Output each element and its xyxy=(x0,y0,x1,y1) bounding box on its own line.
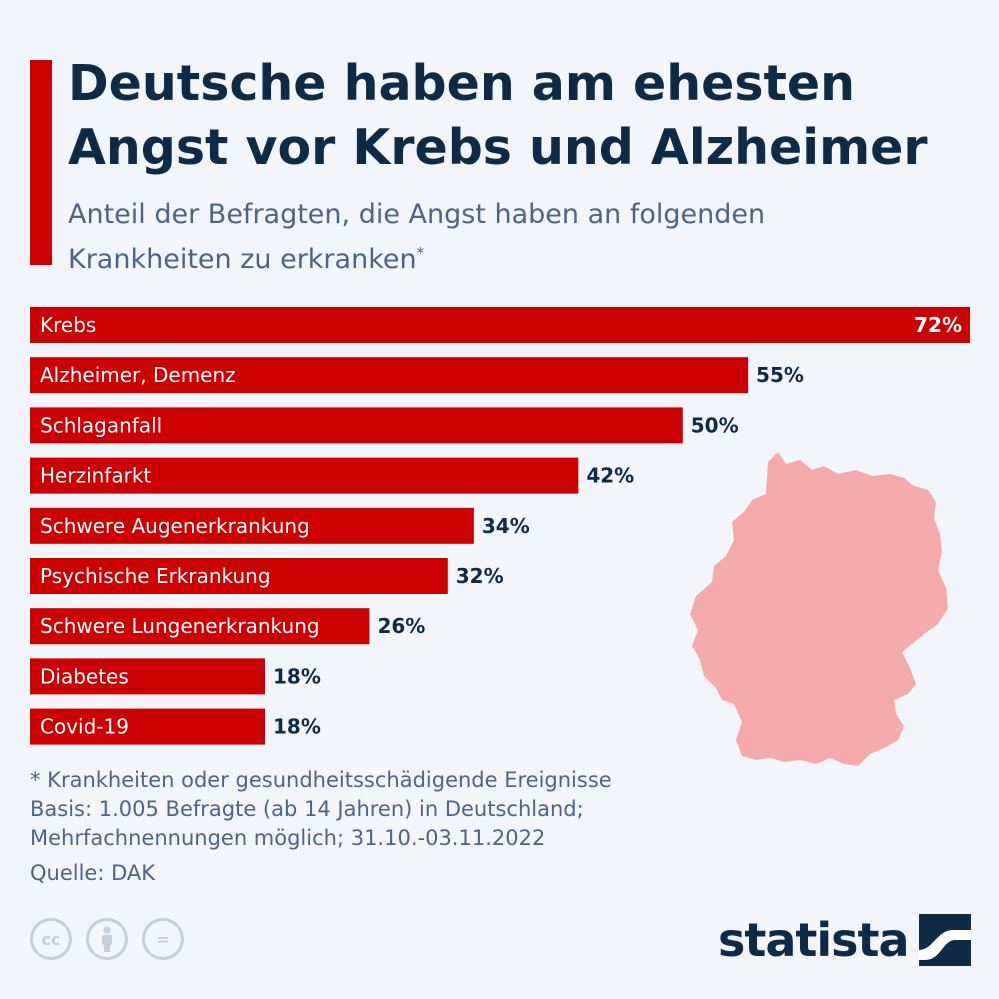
subtitle-text: Anteil der Befragten, die Angst haben an… xyxy=(68,199,766,275)
bar-2 xyxy=(30,407,683,444)
bar-3 xyxy=(30,457,579,494)
bar-6 xyxy=(30,608,370,645)
logo-text: statista xyxy=(718,913,910,967)
bar-value-label: 34% xyxy=(482,514,530,538)
subtitle-footnote-marker: * xyxy=(416,244,425,262)
title-accent-bar xyxy=(30,60,52,265)
equals-icon[interactable]: = xyxy=(142,918,184,960)
bar-value-label: 42% xyxy=(586,464,634,488)
bar-value-label: 72% xyxy=(914,313,962,337)
germany-map-icon xyxy=(690,452,948,766)
bar-4 xyxy=(30,507,474,544)
footnotes: * Krankheiten oder gesundheitsschädigend… xyxy=(30,766,730,888)
bar-value-label: 32% xyxy=(456,564,504,588)
bar-category-label: Schwere Lungenerkrankung xyxy=(40,614,320,638)
bar-category-label: Schlaganfall xyxy=(40,413,162,437)
bar-5 xyxy=(30,558,448,594)
license-icons: cc = xyxy=(30,918,184,960)
bar-0 xyxy=(30,307,970,343)
bars-group: Krebs 72% Alzheimer, Demenz 55% Schlaganfall… xyxy=(30,307,970,745)
bar-category-label: Krebs xyxy=(40,313,96,337)
bar-category-label: Alzheimer, Demenz xyxy=(40,363,236,387)
footnote-basis-line1: Basis: 1.005 Befragte (ab 14 Jahren) in … xyxy=(30,797,584,821)
footnote-basis-line2: Mehrfachnennungen möglich; 31.10.-03.11.… xyxy=(30,826,546,850)
bar-value-label: 18% xyxy=(273,664,321,688)
bar-category-label: Schwere Augenerkrankung xyxy=(40,514,310,538)
footnote-asterisk: * Krankheiten oder gesundheitsschädigend… xyxy=(30,768,612,792)
source-note: Quelle: DAK xyxy=(30,861,156,885)
bar-1 xyxy=(30,357,749,394)
chart-subtitle: Anteil der Befragten, die Angst haben an… xyxy=(68,196,768,279)
person-icon[interactable] xyxy=(86,918,128,960)
statista-logo[interactable]: statista xyxy=(718,912,971,968)
statista-logo-mark-icon xyxy=(918,914,971,966)
bar-category-label: Psychische Erkrankung xyxy=(40,564,271,588)
bar-value-label: 18% xyxy=(273,715,321,739)
bar-category-label: Covid-19 xyxy=(40,715,129,739)
bar-8 xyxy=(30,708,265,745)
bar-category-label: Herzinfarkt xyxy=(40,464,151,488)
cc-icon[interactable]: cc xyxy=(30,918,72,960)
chart-title: Deutsche haben am ehesten Angst vor Kreb… xyxy=(68,55,928,176)
bar-value-label: 26% xyxy=(377,614,425,638)
bar-value-label: 50% xyxy=(691,413,739,437)
bar-category-label: Diabetes xyxy=(40,664,129,688)
bar-value-label: 55% xyxy=(756,363,804,387)
bar-7 xyxy=(30,658,265,695)
